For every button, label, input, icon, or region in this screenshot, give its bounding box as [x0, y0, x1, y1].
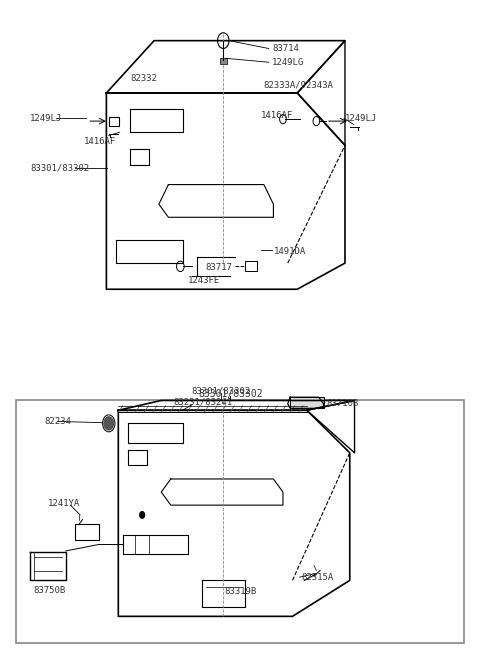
Circle shape — [140, 512, 144, 518]
Text: 1491DA: 1491DA — [274, 248, 306, 256]
Text: 83750B: 83750B — [34, 585, 66, 595]
Text: 82315A: 82315A — [301, 573, 333, 581]
Text: 1416AF: 1416AF — [84, 137, 116, 146]
Bar — [75, 524, 99, 541]
Text: 83717: 83717 — [205, 263, 232, 272]
Text: 82333A/92343A: 82333A/92343A — [263, 81, 333, 89]
Text: 1249LJ: 1249LJ — [30, 114, 62, 123]
Text: 82234: 82234 — [44, 417, 71, 426]
Bar — [109, 116, 119, 125]
Bar — [16, 401, 464, 643]
Text: 1241YA: 1241YA — [48, 499, 80, 508]
Text: 1249LG: 1249LG — [272, 58, 304, 67]
Text: 83710B: 83710B — [326, 399, 358, 408]
Text: 1243FE: 1243FE — [188, 276, 220, 285]
Text: 1249LJ: 1249LJ — [345, 114, 377, 123]
Text: 83714: 83714 — [272, 44, 299, 53]
Text: 83319B: 83319B — [224, 587, 256, 596]
Text: 82332: 82332 — [130, 74, 157, 83]
Bar — [290, 397, 324, 408]
Bar — [220, 58, 227, 64]
Text: 83301/83302: 83301/83302 — [198, 389, 263, 399]
Text: 83301/83302: 83301/83302 — [192, 386, 251, 395]
Text: 83231/83241: 83231/83241 — [173, 398, 232, 407]
Text: 83301/83302: 83301/83302 — [30, 164, 89, 173]
Circle shape — [104, 417, 114, 430]
Text: 1416AF: 1416AF — [261, 112, 293, 120]
Bar — [245, 261, 257, 271]
